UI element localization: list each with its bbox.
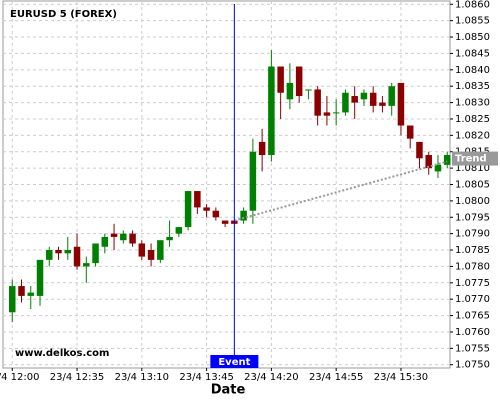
y-tick-label: 1.0750 [455,360,490,371]
candle-body [323,112,331,116]
event-label: Event [218,357,250,368]
candle-body [342,92,349,113]
candle-body [295,66,303,97]
candle-body [406,125,414,139]
x-tick-label: 23/4 13:45 [179,372,233,383]
y-tick-label: 1.0775 [455,278,490,289]
y-tick-label: 1.0780 [455,261,490,272]
candle-body [194,191,201,208]
candle-body [397,82,405,126]
y-tick-label: 1.0830 [455,98,490,109]
candle-body [416,141,423,159]
y-tick-label: 1.0795 [455,212,490,223]
candle-body [83,263,90,267]
candle-body [9,286,16,313]
y-tick-label: 1.0825 [455,114,490,125]
chart-title: EURUSD 5 (FOREX) [10,9,117,20]
y-tick-label: 1.0800 [455,196,490,207]
x-axis-title: Date [211,383,246,398]
candle-body [360,92,368,100]
candle-body [129,233,136,244]
candle-body [425,155,432,169]
candle-body [379,102,386,106]
x-tick-label: 23/4 14:55 [309,372,363,383]
candle-body [249,151,257,211]
candle-body [203,207,210,211]
candle-body [175,227,183,234]
y-tick-label: 1.0840 [455,65,490,76]
candle-body [27,292,35,296]
candle-body [36,259,44,296]
candle-body [92,243,99,264]
watermark: www.delkos.com [15,348,109,359]
candle-body [110,233,118,237]
trend-line [234,160,448,222]
candle-body [434,164,442,172]
candle-body [305,89,312,91]
candle-body [46,250,53,260]
candle-body [332,112,340,114]
candle-body [351,96,358,103]
y-tick-label: 1.0810 [455,163,490,174]
y-tick-label: 1.0760 [455,327,490,338]
candle-body [157,240,164,260]
x-tick-label: 23/4 14:20 [244,372,298,383]
candle-body [277,66,284,93]
candle-body [286,82,294,100]
candle-body [55,250,62,254]
candle-body [388,86,395,106]
candle-body [268,66,275,156]
trend-label-box [452,151,498,166]
candle-body [120,233,127,241]
event-label-box [210,355,259,368]
candle-body [138,243,146,257]
y-tick-label: 1.0790 [455,229,490,240]
y-tick-label: 1.0755 [455,343,490,354]
y-tick-label: 1.0855 [455,16,490,27]
candle-body [314,89,321,116]
candle-body [101,236,109,247]
candle-body [443,155,451,165]
y-tick-label: 1.0765 [455,311,490,322]
x-tick-label: 23/4 12:35 [50,372,104,383]
candle-body [369,92,377,106]
plot [3,1,451,368]
y-tick-label: 1.0770 [455,294,490,305]
candle-body [221,220,229,224]
candle-body [258,141,266,156]
candle-body [147,250,155,260]
y-tick-label: 1.0835 [455,81,490,92]
y-tick-label: 1.0805 [455,180,490,191]
y-tick-label: 1.0860 [455,0,490,10]
y-tick-label: 1.0845 [455,48,490,59]
y-tick-label: 1.0820 [455,130,490,141]
y-tick-label: 1.0850 [455,32,490,43]
y-tick-label: 1.0785 [455,245,490,256]
candle-body [73,246,81,267]
candle-body [64,250,72,254]
x-tick-label: 23/4 15:30 [374,372,428,383]
candle-body [212,210,220,218]
trend-label: Trend [455,154,487,165]
candle-body [240,210,247,221]
candle-body [166,236,173,241]
x-tick-label: 23/4 13:10 [115,372,169,383]
candle-body [18,286,25,296]
candle-body [184,191,192,228]
x-tick-label: 23/4 12:00 [0,372,39,383]
